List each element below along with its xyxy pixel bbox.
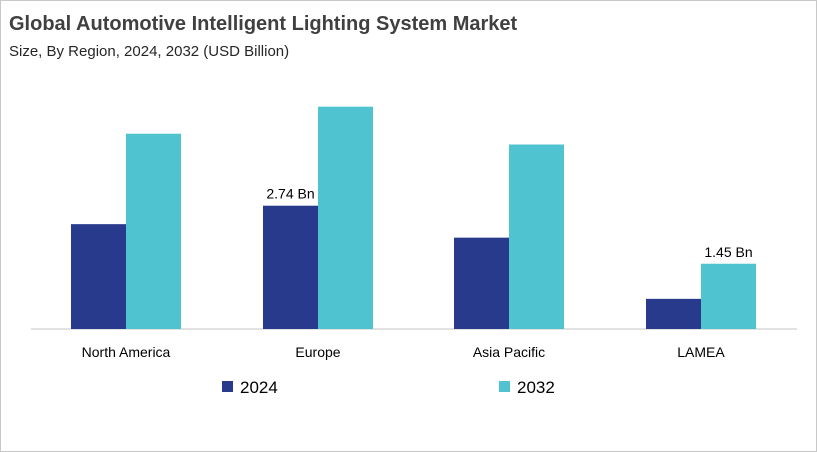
data-label: 1.45 Bn <box>704 244 752 260</box>
bar-2024-europe <box>263 205 318 329</box>
chart-title: Global Automotive Intelligent Lighting S… <box>9 13 518 35</box>
legend-label-2032: 2032 <box>517 378 555 397</box>
data-label: 2.74 Bn <box>266 186 314 202</box>
legend-swatch-2032 <box>499 381 510 392</box>
bar-2024-north-america <box>71 224 126 329</box>
chart-subtitle: Size, By Region, 2024, 2032 (USD Billion… <box>9 43 290 60</box>
bar-2032-lamea <box>701 263 756 329</box>
x-tick-label: North America <box>82 344 171 360</box>
x-tick-label: Asia Pacific <box>473 344 545 360</box>
x-tick-label: Europe <box>295 344 340 360</box>
bar-2024-asia-pacific <box>454 237 509 329</box>
x-tick-label: LAMEA <box>677 344 725 360</box>
bar-2032-europe <box>318 106 373 329</box>
legend-label-2024: 2024 <box>240 378 278 397</box>
legend-swatch-2024 <box>222 381 233 392</box>
bar-2032-asia-pacific <box>509 144 564 329</box>
bar-2032-north-america <box>126 133 181 329</box>
bar-2024-lamea <box>646 298 701 329</box>
